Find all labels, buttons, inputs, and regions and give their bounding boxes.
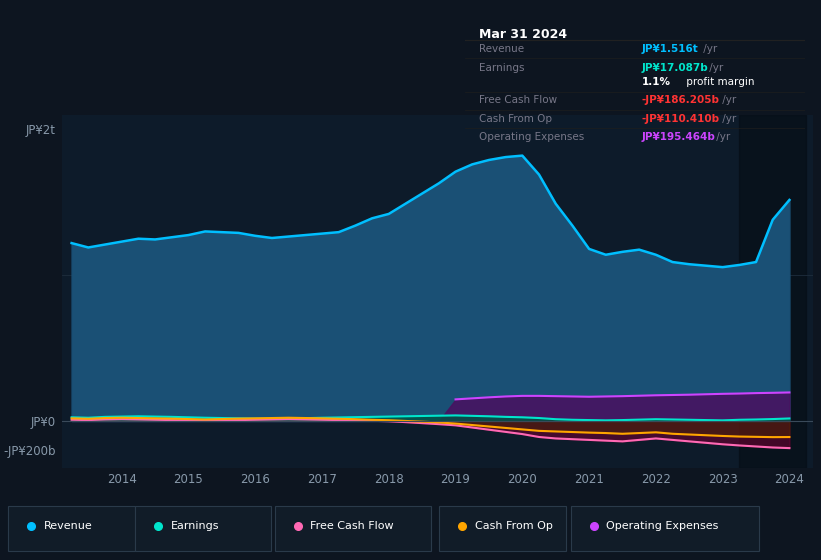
- Text: Revenue: Revenue: [479, 44, 524, 54]
- FancyBboxPatch shape: [571, 506, 759, 550]
- Text: JP¥195.464b: JP¥195.464b: [642, 132, 716, 142]
- Text: Operating Expenses: Operating Expenses: [606, 521, 718, 531]
- Text: profit margin: profit margin: [682, 77, 754, 87]
- Text: -JP¥186.205b: -JP¥186.205b: [642, 95, 720, 105]
- Text: -JP¥110.410b: -JP¥110.410b: [642, 114, 720, 124]
- Text: Free Cash Flow: Free Cash Flow: [310, 521, 394, 531]
- Text: JP¥1.516t: JP¥1.516t: [642, 44, 699, 54]
- Text: Earnings: Earnings: [479, 63, 524, 73]
- Text: Free Cash Flow: Free Cash Flow: [479, 95, 557, 105]
- Text: /yr: /yr: [700, 44, 718, 54]
- FancyBboxPatch shape: [135, 506, 271, 550]
- Text: Revenue: Revenue: [44, 521, 92, 531]
- Text: Earnings: Earnings: [171, 521, 219, 531]
- Text: Cash From Op: Cash From Op: [479, 114, 552, 124]
- Text: Mar 31 2024: Mar 31 2024: [479, 27, 566, 41]
- FancyBboxPatch shape: [275, 506, 431, 550]
- FancyBboxPatch shape: [8, 506, 135, 550]
- Text: 1.1%: 1.1%: [642, 77, 671, 87]
- FancyBboxPatch shape: [439, 506, 566, 550]
- Text: /yr: /yr: [706, 63, 723, 73]
- Text: JP¥17.087b: JP¥17.087b: [642, 63, 709, 73]
- Text: /yr: /yr: [713, 132, 730, 142]
- Text: /yr: /yr: [719, 95, 736, 105]
- Text: /yr: /yr: [719, 114, 736, 124]
- Bar: [740, 115, 806, 468]
- Text: Operating Expenses: Operating Expenses: [479, 132, 584, 142]
- Text: Cash From Op: Cash From Op: [475, 521, 553, 531]
